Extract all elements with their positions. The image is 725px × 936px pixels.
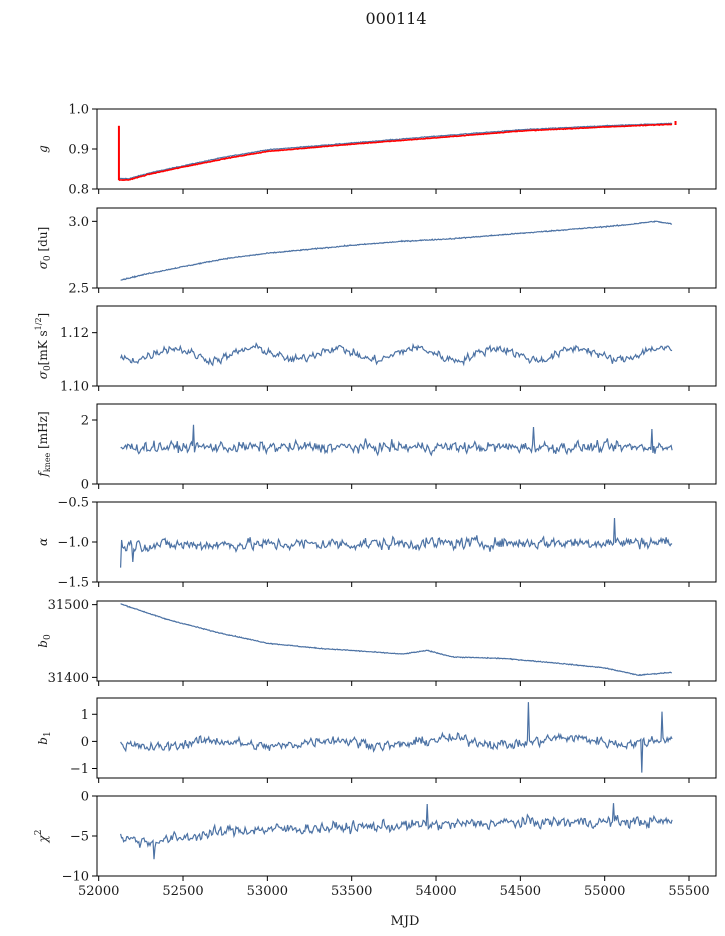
y-tick-label: 0 (81, 735, 89, 750)
series-line-b0 (120, 603, 672, 677)
y-tick-label: 1.12 (60, 326, 89, 341)
y-tick-label: 0.9 (68, 143, 89, 158)
y-tick-label: 31500 (48, 598, 89, 613)
panel-frame (96, 403, 717, 485)
y-axis-label-chi2: χ2 (34, 829, 50, 843)
series-line-chi2 (120, 803, 673, 860)
y-axis-label-b0: b0 (36, 634, 53, 648)
series-line-fknee (120, 424, 673, 457)
panel-sigma0_mk: 1.10 1.12 σ0[mK s1/2] (34, 305, 717, 395)
panel-b0: 31400 31500 b0 (36, 598, 717, 686)
y-tick-label: −0.5 (57, 496, 89, 511)
series-line-g (118, 122, 673, 180)
y-tick-label: 0 (81, 478, 89, 493)
x-tick-label: 54000 (415, 884, 456, 899)
panel-b1: −1 0 1 b1 (36, 697, 717, 783)
figure-title: 000114 (365, 9, 426, 28)
y-axis-label-b1: b1 (36, 731, 53, 744)
x-tick-label: 53500 (331, 884, 372, 899)
panel-sigma0_du: 2.5 3.0 σ0 [du] (36, 207, 717, 297)
y-tick-label: 31400 (48, 671, 89, 686)
panel-frame (96, 697, 717, 779)
y-tick-label: −5 (70, 830, 89, 845)
series-line-sigma0_mk (120, 341, 673, 367)
y-tick-label: 0 (81, 790, 89, 805)
panel-frame (96, 207, 717, 289)
panel-fknee: 0 2 fknee [mHz] (36, 403, 717, 493)
overlay-line-g (118, 123, 673, 182)
x-tick-label: 52000 (78, 884, 119, 899)
panel-frame (96, 795, 717, 877)
x-tick-label: 55000 (584, 884, 625, 899)
series-line-sigma0_du (120, 220, 673, 281)
y-tick-label: −10 (62, 870, 89, 885)
y-tick-label: 3.0 (68, 215, 89, 230)
y-axis-label-fknee: fknee [mHz] (36, 411, 52, 477)
panels: 0.8 0.9 1.0 g 2.5 3.0 σ0 [du] 1.10 1.12 σ0[mK s1/… (34, 103, 717, 899)
y-axis-label-g: g (36, 145, 50, 153)
y-tick-label: −1 (70, 762, 89, 777)
x-tick-label: 53000 (247, 884, 288, 899)
x-tick-label: 52500 (162, 884, 203, 899)
y-axis-label-sigma0_du: σ0 [du] (36, 227, 53, 270)
panel-alpha: −1.5 −1.0 −0.5 α (36, 496, 717, 591)
panel-frame (96, 600, 717, 682)
y-tick-label: 0.8 (68, 183, 89, 198)
y-tick-label: −1.5 (57, 576, 89, 591)
y-tick-label: 1.0 (68, 103, 89, 118)
y-axis-label-alpha: α (36, 538, 50, 546)
series-line-b1 (120, 702, 673, 773)
x-axis-label: MJD (391, 914, 420, 929)
x-tick-label: 54500 (500, 884, 541, 899)
x-tick-label: 55500 (668, 884, 709, 899)
panel-frame (96, 305, 717, 387)
series-line-alpha (120, 517, 673, 568)
y-tick-label: 2.5 (68, 282, 89, 297)
panel-chi2: −10 −5 0 52000 52500 53000 53500 54000 54500 5500… (34, 790, 717, 899)
y-tick-label: 1 (81, 708, 89, 723)
y-axis-label-sigma0_mk: σ0[mK s1/2] (34, 313, 53, 380)
y-tick-label: 1.10 (60, 380, 89, 395)
panel-g: 0.8 0.9 1.0 g (36, 103, 717, 198)
y-tick-label: 2 (81, 414, 89, 429)
y-tick-label: −1.0 (57, 536, 89, 551)
panel-frame (96, 108, 717, 190)
